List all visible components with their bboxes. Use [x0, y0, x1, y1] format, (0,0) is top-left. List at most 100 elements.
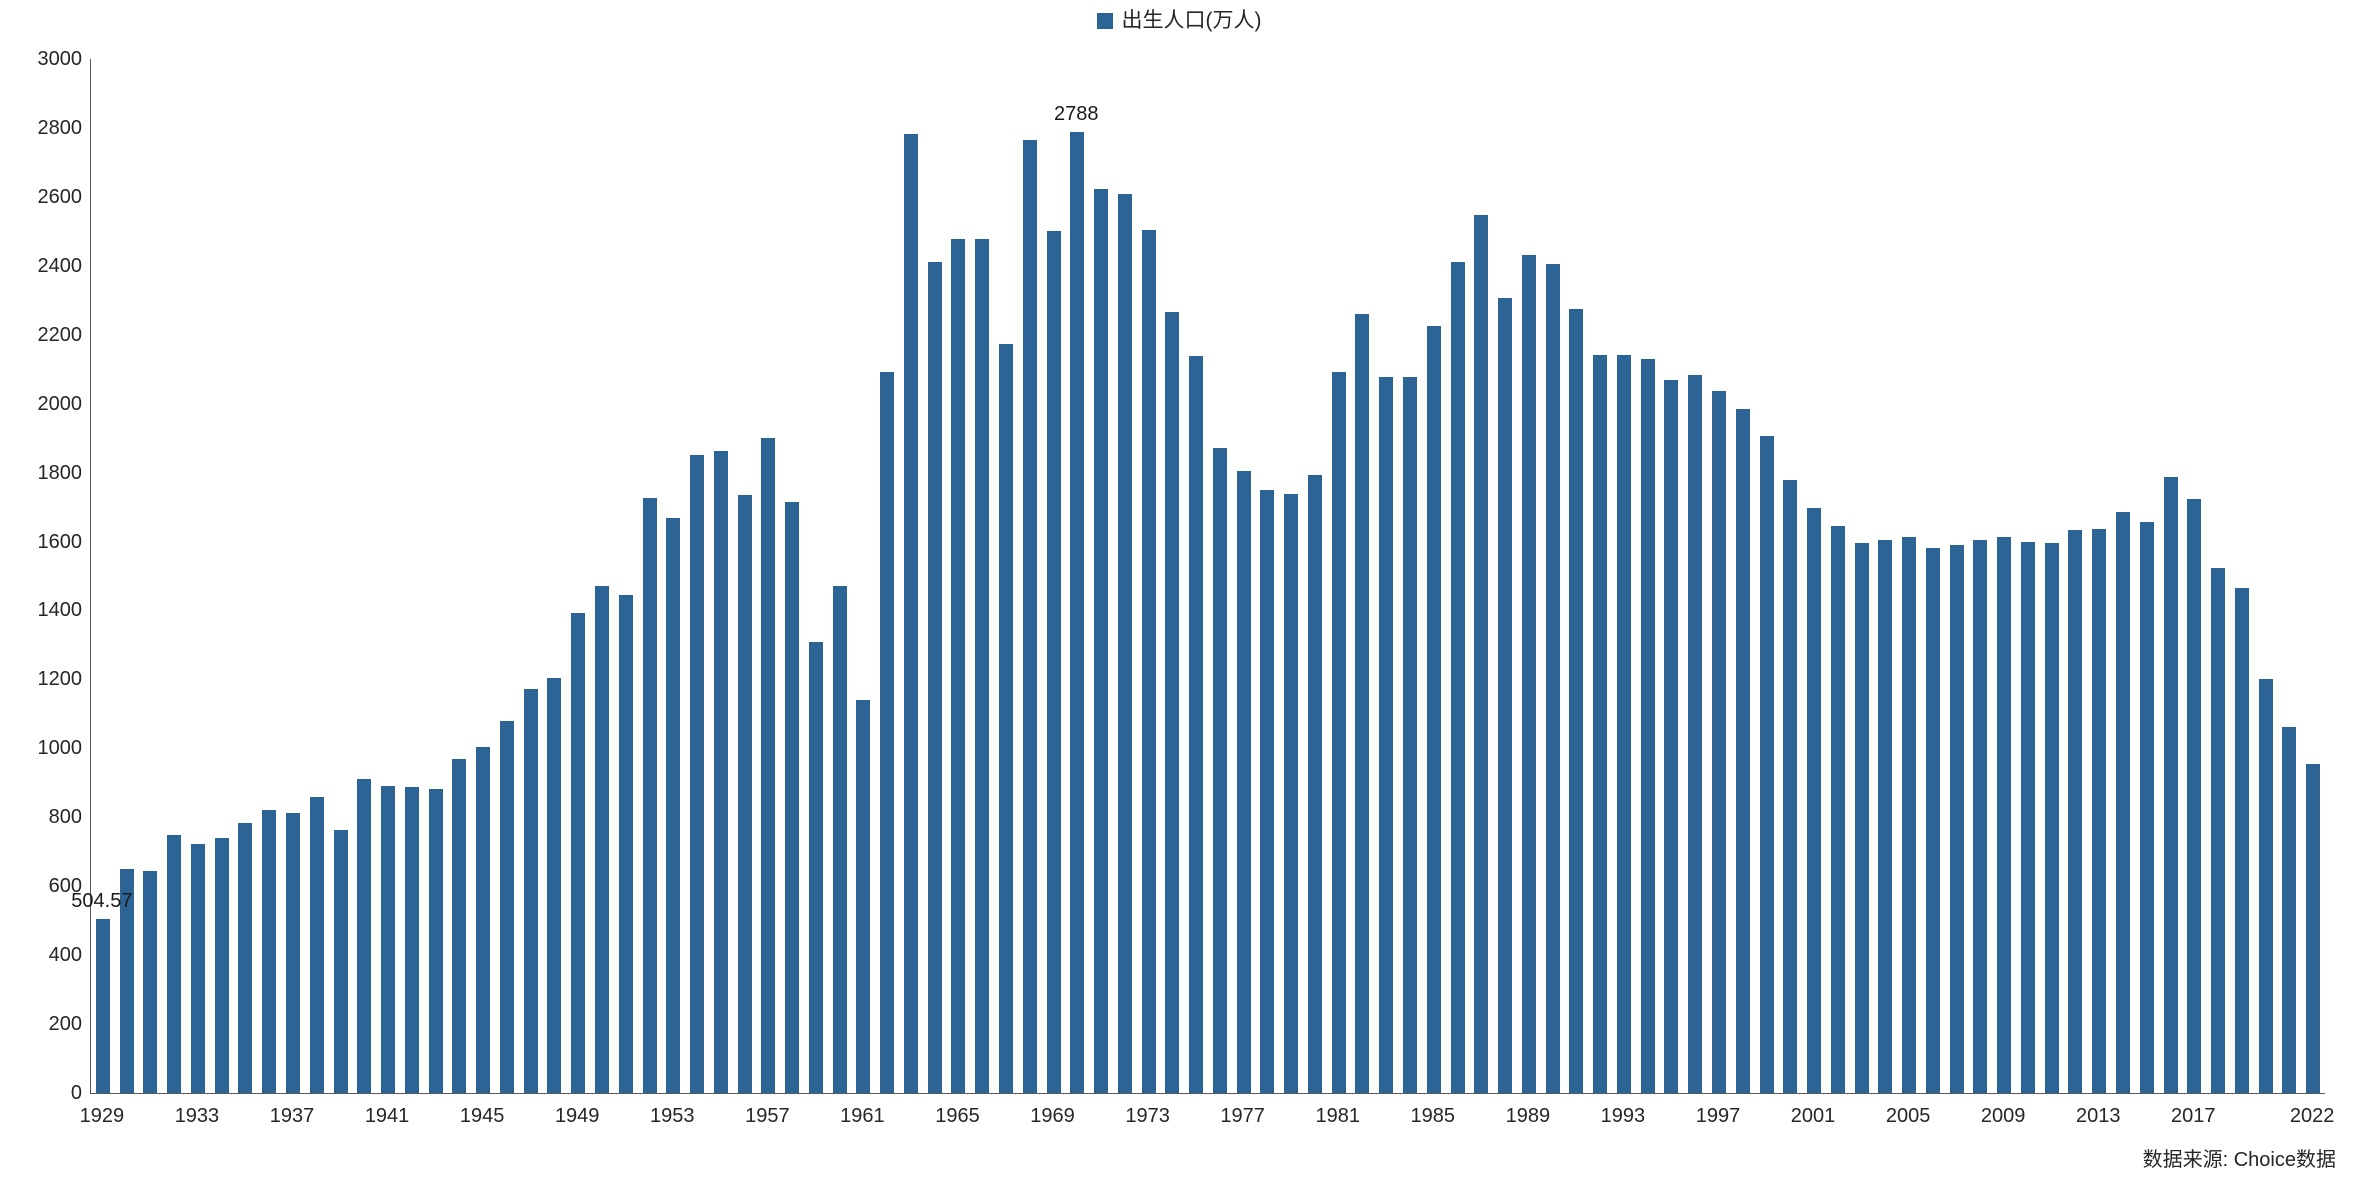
bar-1958[interactable]	[785, 501, 800, 1093]
bar-2014[interactable]	[2115, 512, 2130, 1093]
bar-1985[interactable]	[1426, 325, 1441, 1093]
bar-1984[interactable]	[1403, 377, 1417, 1093]
bar-2015[interactable]	[2139, 521, 2154, 1093]
bar-1929[interactable]	[95, 919, 110, 1093]
bar-1949[interactable]	[571, 613, 586, 1093]
bar-1976[interactable]	[1212, 447, 1227, 1093]
bar-1950[interactable]	[594, 586, 609, 1093]
bar-1959[interactable]	[808, 642, 823, 1093]
bar-1999[interactable]	[1759, 436, 1774, 1093]
bar-1983[interactable]	[1379, 377, 1394, 1093]
bar-1964[interactable]	[927, 262, 942, 1093]
bar-2010[interactable]	[2020, 542, 2035, 1093]
bar-2007[interactable]	[1949, 544, 1964, 1093]
bar-1947[interactable]	[523, 689, 538, 1093]
bar-1979[interactable]	[1284, 493, 1299, 1093]
bar-1974[interactable]	[1165, 312, 1180, 1093]
bar-2003[interactable]	[1854, 543, 1869, 1093]
legend[interactable]: 出生人口(万人)	[0, 10, 2358, 31]
bar-1995[interactable]	[1664, 380, 1679, 1093]
bar-2017[interactable]	[2187, 499, 2202, 1093]
bar-2020[interactable]	[2258, 679, 2273, 1093]
bar-1998[interactable]	[1735, 408, 1750, 1093]
bar-1967[interactable]	[998, 344, 1013, 1093]
bar-1991[interactable]	[1569, 308, 1584, 1093]
bar-2011[interactable]	[2044, 542, 2059, 1093]
bar-1935[interactable]	[238, 823, 253, 1093]
bar-1955[interactable]	[713, 451, 728, 1093]
bar-1990[interactable]	[1545, 263, 1560, 1093]
bar-1965[interactable]	[951, 238, 966, 1093]
bar-2019[interactable]	[2234, 588, 2249, 1093]
bar-1972[interactable]	[1117, 194, 1132, 1093]
bar-2000[interactable]	[1783, 480, 1798, 1093]
plot-area	[90, 59, 2325, 1094]
bar-1956[interactable]	[737, 495, 752, 1093]
bar-1993[interactable]	[1616, 354, 1631, 1093]
y-axis-label-800: 800	[48, 806, 82, 829]
bar-1939[interactable]	[333, 830, 348, 1093]
bar-1989[interactable]	[1521, 254, 1536, 1093]
bar-1961[interactable]	[856, 700, 871, 1093]
bar-1936[interactable]	[262, 810, 277, 1093]
bar-1942[interactable]	[404, 786, 419, 1093]
bar-1952[interactable]	[642, 498, 657, 1093]
bar-1992[interactable]	[1593, 355, 1608, 1093]
bar-1948[interactable]	[547, 677, 562, 1093]
bar-2002[interactable]	[1830, 526, 1845, 1093]
bar-1934[interactable]	[214, 837, 229, 1093]
bar-1971[interactable]	[1094, 189, 1109, 1093]
bar-1970[interactable]	[1070, 132, 1085, 1093]
bar-1977[interactable]	[1236, 470, 1251, 1093]
bar-2005[interactable]	[1902, 537, 1917, 1093]
bar-1940[interactable]	[357, 778, 372, 1093]
bar-1932[interactable]	[167, 835, 182, 1093]
bar-1944[interactable]	[452, 759, 467, 1093]
bar-1981[interactable]	[1331, 371, 1346, 1093]
bar-1930[interactable]	[119, 868, 134, 1093]
bar-2022[interactable]	[2306, 763, 2321, 1093]
y-axis-label-1200: 1200	[37, 668, 83, 691]
bar-1966[interactable]	[975, 238, 990, 1093]
bar-2021[interactable]	[2282, 726, 2297, 1093]
bar-2009[interactable]	[1997, 537, 2012, 1093]
bar-1988[interactable]	[1498, 298, 1513, 1093]
bar-1968[interactable]	[1022, 139, 1037, 1093]
bar-2006[interactable]	[1925, 547, 1940, 1093]
bar-1969[interactable]	[1046, 230, 1061, 1093]
bar-2004[interactable]	[1878, 539, 1893, 1093]
bar-1937[interactable]	[286, 813, 300, 1093]
bar-1931[interactable]	[143, 870, 158, 1093]
bar-2016[interactable]	[2163, 477, 2178, 1093]
bar-1982[interactable]	[1355, 314, 1370, 1093]
bar-1975[interactable]	[1189, 356, 1204, 1093]
bar-2008[interactable]	[1973, 540, 1988, 1093]
bar-1978[interactable]	[1260, 489, 1275, 1093]
bar-1943[interactable]	[428, 789, 443, 1093]
bar-2001[interactable]	[1807, 508, 1822, 1093]
bar-1945[interactable]	[476, 746, 491, 1093]
legend-label: 出生人口(万人)	[1121, 9, 1262, 32]
bar-1986[interactable]	[1450, 262, 1465, 1093]
bar-1951[interactable]	[618, 594, 633, 1093]
bar-1962[interactable]	[880, 371, 895, 1093]
bar-1946[interactable]	[499, 720, 514, 1093]
bar-1953[interactable]	[666, 518, 681, 1093]
bar-1996[interactable]	[1688, 375, 1703, 1093]
bar-1954[interactable]	[690, 455, 705, 1093]
bar-1941[interactable]	[381, 785, 396, 1093]
bar-1963[interactable]	[903, 134, 918, 1093]
bar-1987[interactable]	[1474, 215, 1489, 1093]
bar-1960[interactable]	[832, 586, 847, 1093]
bar-1957[interactable]	[761, 438, 776, 1093]
bar-1997[interactable]	[1711, 391, 1726, 1093]
bar-1938[interactable]	[309, 796, 324, 1093]
bar-2013[interactable]	[2092, 528, 2107, 1093]
bar-1994[interactable]	[1640, 358, 1655, 1093]
bar-2018[interactable]	[2211, 568, 2226, 1093]
bar-2012[interactable]	[2068, 530, 2083, 1093]
x-axis-label-1973: 1973	[1125, 1105, 1170, 1127]
bar-1973[interactable]	[1141, 229, 1156, 1093]
bar-1980[interactable]	[1307, 474, 1322, 1093]
bar-1933[interactable]	[190, 844, 205, 1093]
